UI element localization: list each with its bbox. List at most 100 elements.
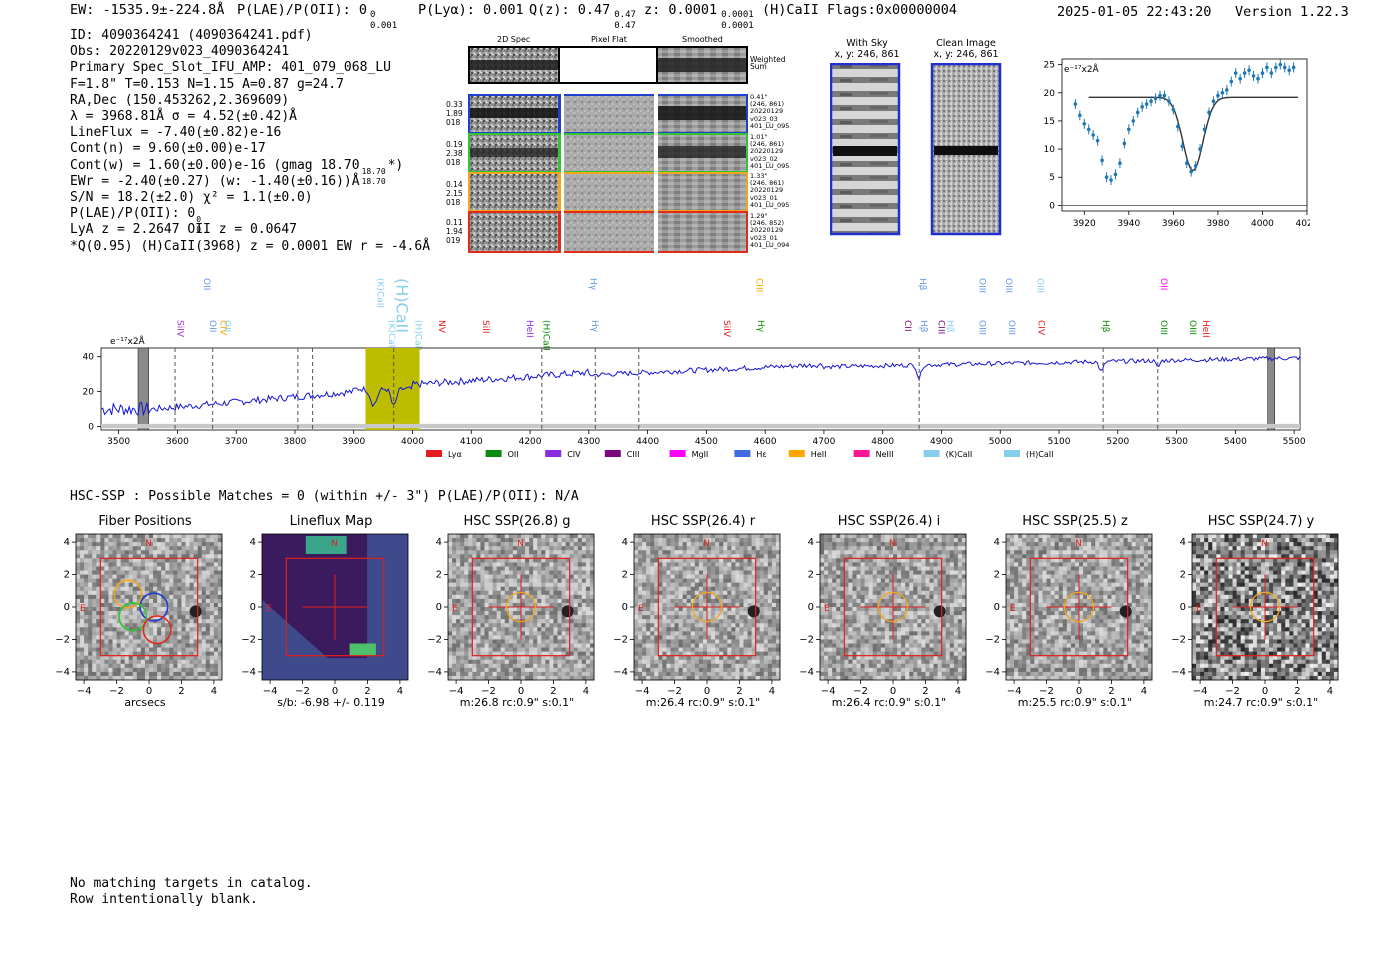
pixel: [545, 639, 550, 644]
pixel: [868, 659, 874, 665]
panel-ytick-label: −2: [55, 634, 70, 645]
pixel: [157, 667, 162, 673]
cutout-images: [468, 46, 748, 254]
pixel: [213, 619, 219, 624]
pixel: [646, 651, 651, 656]
pixel: [719, 546, 724, 551]
pixel: [525, 651, 530, 656]
pixel: [460, 598, 465, 604]
pixel: [723, 655, 728, 661]
lineflux-hotspot: [349, 643, 376, 656]
pixel: [205, 631, 211, 636]
pixel: [650, 611, 655, 616]
fit-data-point: [1256, 76, 1260, 81]
pixel: [759, 590, 765, 596]
pixel: [856, 635, 861, 640]
fit-data-point: [1216, 93, 1220, 98]
pixel: [634, 570, 639, 575]
pixel: [561, 615, 566, 620]
pixel: [161, 598, 166, 604]
pixel: [456, 598, 461, 604]
pixel: [104, 623, 109, 628]
pixel: [181, 671, 186, 677]
pixel: [658, 671, 663, 677]
pixel: [217, 675, 223, 681]
pixel: [646, 667, 651, 673]
pixel: [545, 550, 550, 555]
pixel: [545, 542, 550, 547]
pixel: [767, 602, 773, 608]
pixel: [828, 594, 833, 600]
pixel: [662, 671, 667, 677]
pixel: [658, 562, 663, 567]
pixel: [452, 582, 457, 588]
pixel: [213, 647, 219, 652]
pixel: [880, 534, 886, 539]
pixel: [686, 623, 692, 628]
pixel: [100, 615, 105, 620]
pixel: [682, 663, 688, 669]
pixel: [698, 655, 704, 661]
pixel: [108, 667, 113, 673]
pixel: [832, 566, 837, 571]
pixel: [205, 534, 211, 539]
pixel: [500, 574, 506, 579]
pixel: [80, 590, 85, 596]
pixel: [581, 542, 587, 547]
pixel: [840, 607, 845, 612]
pixel: [573, 671, 579, 677]
pixel: [836, 667, 841, 673]
pixel: [80, 659, 85, 665]
pixel: [128, 582, 134, 588]
pixel: [686, 651, 692, 656]
pixel: [533, 639, 538, 644]
pixel: [634, 590, 639, 596]
pixel: [557, 651, 562, 656]
spec-legend-label: NeIII: [876, 450, 894, 459]
pixel: [751, 671, 756, 677]
pixel: [719, 643, 724, 648]
pixel: [678, 578, 683, 583]
pixel: [828, 663, 833, 669]
pixel: [128, 675, 134, 681]
pixel: [569, 671, 575, 677]
pixel: [476, 546, 481, 551]
pixel: [525, 655, 530, 661]
pixel: [876, 615, 882, 620]
pixel: [84, 570, 89, 575]
pixel: [472, 570, 477, 575]
pixel: [472, 542, 477, 547]
pixel: [642, 550, 647, 555]
pixel: [201, 594, 207, 600]
pixel: [533, 574, 538, 579]
pixel: [488, 671, 493, 677]
pixel: [197, 550, 203, 555]
pixel: [120, 554, 125, 559]
pixel: [731, 562, 736, 567]
pixel: [88, 615, 93, 620]
pixel: [153, 623, 158, 628]
pixel: [763, 598, 769, 604]
pixel: [108, 542, 113, 547]
pixel: [670, 562, 675, 567]
fit-data-point: [1091, 133, 1095, 137]
pixel: [686, 590, 692, 596]
pixel: [108, 570, 113, 575]
panel-ytick-label: 0: [622, 602, 628, 613]
pixel: [670, 667, 675, 673]
pixel: [775, 566, 781, 571]
pixel: [76, 578, 81, 583]
pixel: [856, 615, 861, 620]
pixel: [893, 671, 898, 677]
pixel: [80, 611, 85, 616]
pixel: [100, 566, 105, 571]
pixel: [553, 590, 558, 596]
pixel: [585, 554, 591, 559]
pixel: [201, 615, 207, 620]
pixel: [682, 558, 688, 563]
pixel: [557, 586, 562, 592]
pixel: [177, 639, 182, 644]
pixel: [169, 639, 174, 644]
pixel: [165, 639, 170, 644]
pixel: [884, 675, 890, 681]
